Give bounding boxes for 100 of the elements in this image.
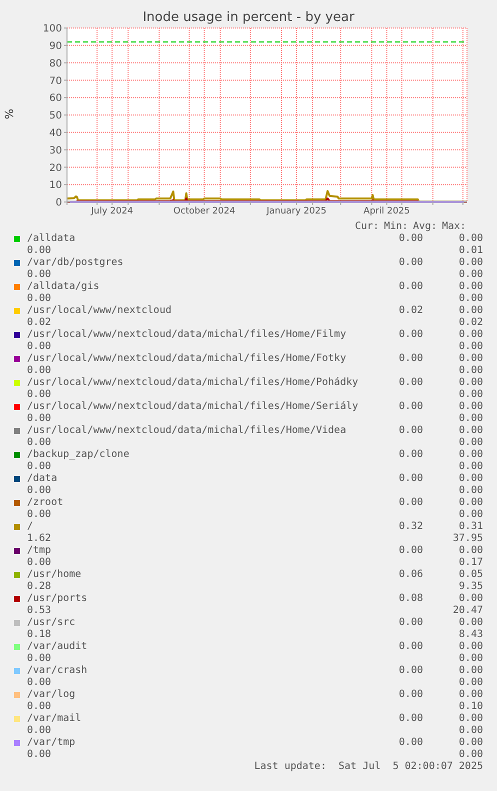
y-tick-label: 60: [49, 93, 62, 104]
text: 0.00: [27, 701, 52, 713]
legend-label: /alldata/gis: [27, 281, 100, 293]
text: 0.00: [458, 545, 483, 557]
legend-label: /alldata: [27, 233, 76, 245]
text: Min:: [384, 221, 408, 233]
legend-label: /var/crash: [27, 665, 88, 677]
legend-label: /zroot: [27, 497, 64, 509]
legend-label: /backup_zap/clone: [27, 449, 130, 461]
legend-label: /var/tmp: [27, 737, 76, 749]
text: 0.00: [27, 437, 52, 449]
text: 0.53: [27, 605, 52, 617]
text: 0.00: [398, 401, 423, 413]
text: 0.00: [458, 377, 483, 389]
text: 0.00: [398, 425, 423, 437]
text: 0.06: [398, 569, 423, 581]
text: 0.00: [458, 473, 483, 485]
y-tick-label: 20: [49, 162, 62, 174]
text: 0.00: [27, 677, 52, 689]
text: 0.00: [398, 353, 423, 365]
text: 0.10: [458, 701, 483, 713]
text: 0.00: [458, 257, 483, 269]
text: 0.05: [458, 569, 483, 581]
text: 0.00: [27, 389, 52, 401]
text: 0.00: [27, 269, 52, 281]
text: 0.00: [398, 449, 423, 461]
text: 0.31: [458, 521, 483, 533]
text: 0.00: [398, 497, 423, 509]
text: 37.95: [452, 533, 483, 545]
text: 0.00: [458, 425, 483, 437]
text: 0.08: [398, 593, 423, 605]
text: 0.00: [458, 617, 483, 629]
text: 0.00: [458, 305, 483, 317]
text: Last update: Sat Jul 5 02:00:07 2025: [254, 761, 483, 773]
text: 0.00: [458, 593, 483, 605]
text: 0.00: [27, 749, 52, 761]
text: 0.00: [398, 545, 423, 557]
x-tick-label: April 2025: [364, 206, 410, 216]
text: 0.00: [458, 497, 483, 509]
text: 0.00: [398, 617, 423, 629]
x-tick-label: July 2024: [90, 206, 134, 216]
text: 0.00: [27, 509, 52, 521]
legend-label: /usr/local/www/nextcloud/data/michal/files/Home/Filmy: [27, 329, 346, 341]
x-tick-label: January 2025: [266, 206, 326, 216]
text: 9.35: [458, 581, 483, 593]
text: 0.00: [458, 725, 483, 737]
text: 0.00: [458, 353, 483, 365]
text: 0.00: [458, 329, 483, 341]
legend-label: /usr/local/www/nextcloud/data/michal/files/Home/Fotky: [27, 353, 346, 365]
text: 0.32: [398, 521, 423, 533]
text: 0.00: [27, 557, 52, 569]
text: 8.43: [458, 629, 483, 641]
y-tick-label: 0: [56, 198, 62, 209]
text: 0.00: [458, 461, 483, 473]
text: 0.00: [458, 653, 483, 665]
text: 0.00: [458, 449, 483, 461]
text: Avg:: [413, 221, 438, 233]
text: 0.00: [27, 341, 52, 353]
y-tick-label: 70: [49, 76, 62, 87]
legend-label: /usr/local/www/nextcloud/data/michal/files/Home/Videa: [27, 425, 346, 437]
text: 0.00: [458, 365, 483, 377]
text: 0.00: [458, 485, 483, 497]
y-tick-label: 30: [49, 145, 62, 156]
y-axis-title: %: [3, 108, 17, 122]
text: 0.00: [458, 281, 483, 293]
legend-label: /usr/ports: [27, 593, 88, 605]
text: 1.62: [27, 533, 52, 545]
legend-label: /usr/local/www/nextcloud/data/michal/files/Home/Seriály: [27, 401, 358, 413]
text: 0.00: [27, 653, 52, 665]
text: 0.28: [27, 581, 52, 593]
text: 0.00: [458, 677, 483, 689]
text: 0.00: [458, 737, 483, 749]
text: 0.00: [458, 413, 483, 425]
text: 0.00: [458, 437, 483, 449]
legend-label: /: [27, 521, 34, 533]
text: 20.47: [452, 605, 483, 617]
text: 0.00: [398, 377, 423, 389]
text: 0.00: [458, 293, 483, 305]
text: 0.00: [458, 713, 483, 725]
text: 0.00: [27, 365, 52, 377]
legend-label: /var/audit: [27, 641, 88, 653]
y-tick-label: 10: [49, 180, 62, 192]
text: 0.00: [398, 689, 423, 701]
text: 0.00: [458, 665, 483, 677]
text: 0.00: [458, 233, 483, 245]
legend-label: /usr/local/www/nextcloud: [27, 305, 172, 317]
text: 0.00: [398, 737, 423, 749]
text: 0.00: [458, 389, 483, 401]
text: 0.00: [398, 713, 423, 725]
text: 0.02: [398, 305, 423, 317]
legend-label: /var/db/postgres: [27, 257, 124, 269]
text: 0.00: [398, 665, 423, 677]
text: 0.00: [27, 293, 52, 305]
text: 0.00: [27, 245, 52, 257]
legend-label: /usr/home: [27, 569, 82, 581]
text: 0.00: [398, 473, 423, 485]
legend-label: /usr/local/www/nextcloud/data/michal/files/Home/Pohádky: [27, 377, 358, 389]
text: 0.00: [398, 329, 423, 341]
text: Max:: [442, 221, 466, 233]
legend-label: /var/log: [27, 689, 76, 701]
